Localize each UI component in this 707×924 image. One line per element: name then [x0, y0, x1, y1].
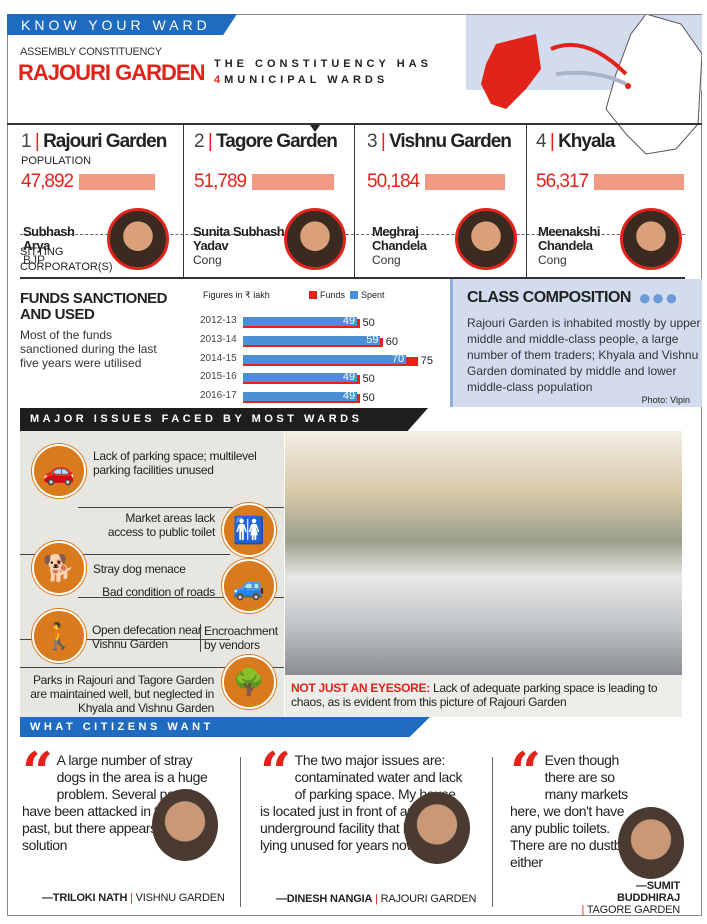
citizen-photo [618, 807, 684, 879]
quote-mark-icon: “ [260, 740, 291, 804]
issue-parks: Parks in Rajouri and Tagore Garden are m… [30, 673, 214, 715]
spent-bar [243, 317, 358, 326]
dog-icon: 🐕 [32, 541, 86, 595]
quote-mark-icon: “ [22, 740, 53, 804]
spent-value-label: 59 [366, 334, 379, 346]
funds-value-label: 50 [362, 373, 375, 385]
dashed-divider [20, 234, 685, 235]
chart-unit-label: Figures in ₹ lakh [203, 290, 270, 300]
spent-value-label: 70 [391, 353, 405, 365]
ward-card-1: 1 | Rajouri Garden POPULATION 47,892 [7, 125, 184, 278]
year-label: 2013-14 [200, 334, 237, 345]
year-label: 2012-13 [200, 315, 237, 326]
road-car-icon: 🚙 [222, 559, 276, 613]
citizen-photo [404, 792, 470, 864]
wards-count-heading: THE CONSTITUENCY HAS 4MUNICIPAL WARDS [214, 58, 432, 86]
pointer-triangle [310, 125, 320, 132]
issue-parking: Lack of parking space; multilevel parkin… [93, 449, 257, 477]
divider [20, 277, 685, 279]
ward-card-2: 2 | Tagore Garden 51,789 [184, 125, 355, 278]
quote-2: “The two major issues are: contaminated … [260, 740, 463, 853]
photo-caption: NOT JUST AN EYESORE: Lack of adequate pa… [285, 675, 682, 717]
issues-panel: 🚗 Lack of parking space; multilevel park… [20, 431, 284, 717]
corporator-2: Sunita Subhash Yadav Cong [193, 224, 285, 268]
car-parking-icon: 🚗 [32, 444, 86, 498]
class-composition-panel: CLASS COMPOSITION ●●● Rajouri Garden is … [450, 279, 702, 407]
class-text: Rajouri Garden is inhabited mostly by up… [467, 316, 701, 394]
population-value: 56,317 [536, 171, 589, 192]
corporator-4: Meenakshi Chandela Cong [538, 224, 600, 268]
tree-park-icon: 🌳 [222, 655, 276, 709]
issues-banner: MAJOR ISSUES FACED BY MOST WARDS [20, 408, 428, 431]
funds-title: FUNDS SANCTIONED AND USED [20, 290, 168, 323]
population-bar [594, 174, 685, 190]
spent-bar [243, 392, 358, 401]
population-bar [79, 174, 156, 190]
spent-value-label: 49 [342, 390, 356, 402]
funds-description: Most of the funds sanctioned during the … [20, 328, 157, 370]
spent-value-label: 49 [342, 371, 356, 383]
corporator-photo [455, 208, 517, 270]
issue-toilet: Market areas lack access to public toile… [107, 511, 215, 539]
issue-defecation: Open defecation near Vishnu Garden [92, 623, 202, 651]
constituency-name: RAJOURI GARDEN [18, 60, 205, 85]
population-value: 51,789 [194, 171, 247, 192]
quote-3-author: —SUMIT BUDDHIRAJ | TAGORE GARDEN [581, 880, 681, 916]
issue-roads: Bad condition of roads [102, 585, 215, 599]
issue-encroachment: Encroachment by vendors [200, 624, 282, 652]
person-icon: 🚶 [32, 609, 86, 663]
legend-spent: Spent [350, 290, 385, 300]
spent-bar [243, 355, 407, 364]
sitting-corporator-label: SITTING CORPORATOR(S) [20, 246, 113, 273]
population-label: POPULATION [21, 155, 92, 167]
quote-1-author: —TRILOKI NATH | VISHNU GARDEN [42, 892, 225, 904]
delhi-map [466, 14, 702, 155]
citizens-banner: WHAT CITIZENS WANT [20, 717, 430, 737]
funds-value-label: 60 [385, 336, 399, 348]
year-label: 2016-17 [200, 390, 237, 401]
citizen-photo [152, 789, 218, 861]
ward-card-4: 4 | Khyala 56,317 [527, 125, 702, 278]
people-icon: ●●● [638, 285, 678, 310]
street-parking-photo [285, 431, 682, 675]
toilet-icon: 🚻 [222, 503, 276, 557]
corporator-photo [620, 208, 682, 270]
funds-value-label: 50 [362, 392, 375, 404]
corporator-photo [284, 208, 346, 270]
population-bar [425, 174, 506, 190]
quote-2-author: —DINESH NANGIA | RAJOURI GARDEN [276, 893, 477, 905]
divider [7, 123, 702, 125]
ward-card-3: 3 | Vishnu Garden 50,184 [355, 125, 527, 278]
spent-value-label: 49 [342, 315, 356, 327]
funds-value-label: 75 [420, 355, 433, 367]
year-label: 2014-15 [200, 353, 237, 364]
infographic-frame [7, 14, 702, 916]
know-your-ward-banner: KNOW YOUR WARD [7, 14, 237, 35]
issue-dogs: Stray dog menace [93, 562, 186, 576]
year-label: 2015-16 [200, 371, 237, 382]
population-value: 47,892 [21, 171, 74, 192]
population-value: 50,184 [367, 171, 420, 192]
spent-bar [243, 373, 358, 382]
corporator-photo [107, 208, 169, 270]
top-border [7, 14, 702, 15]
legend-funds: Funds [309, 290, 345, 300]
population-bar [252, 174, 335, 190]
class-title: CLASS COMPOSITION [467, 289, 631, 306]
spent-bar [243, 336, 381, 345]
quote-3: “Even though there are so many markets h… [510, 740, 638, 870]
corporator-3: Meghraj Chandela Cong [372, 224, 427, 268]
photo-credit: Photo: Vipin [641, 395, 690, 405]
assembly-label: ASSEMBLY CONSTITUENCY [20, 46, 162, 58]
quote-mark-icon: “ [510, 740, 541, 804]
funds-value-label: 50 [362, 317, 375, 329]
corporator-1: Subhash Arya BJP [23, 224, 75, 268]
